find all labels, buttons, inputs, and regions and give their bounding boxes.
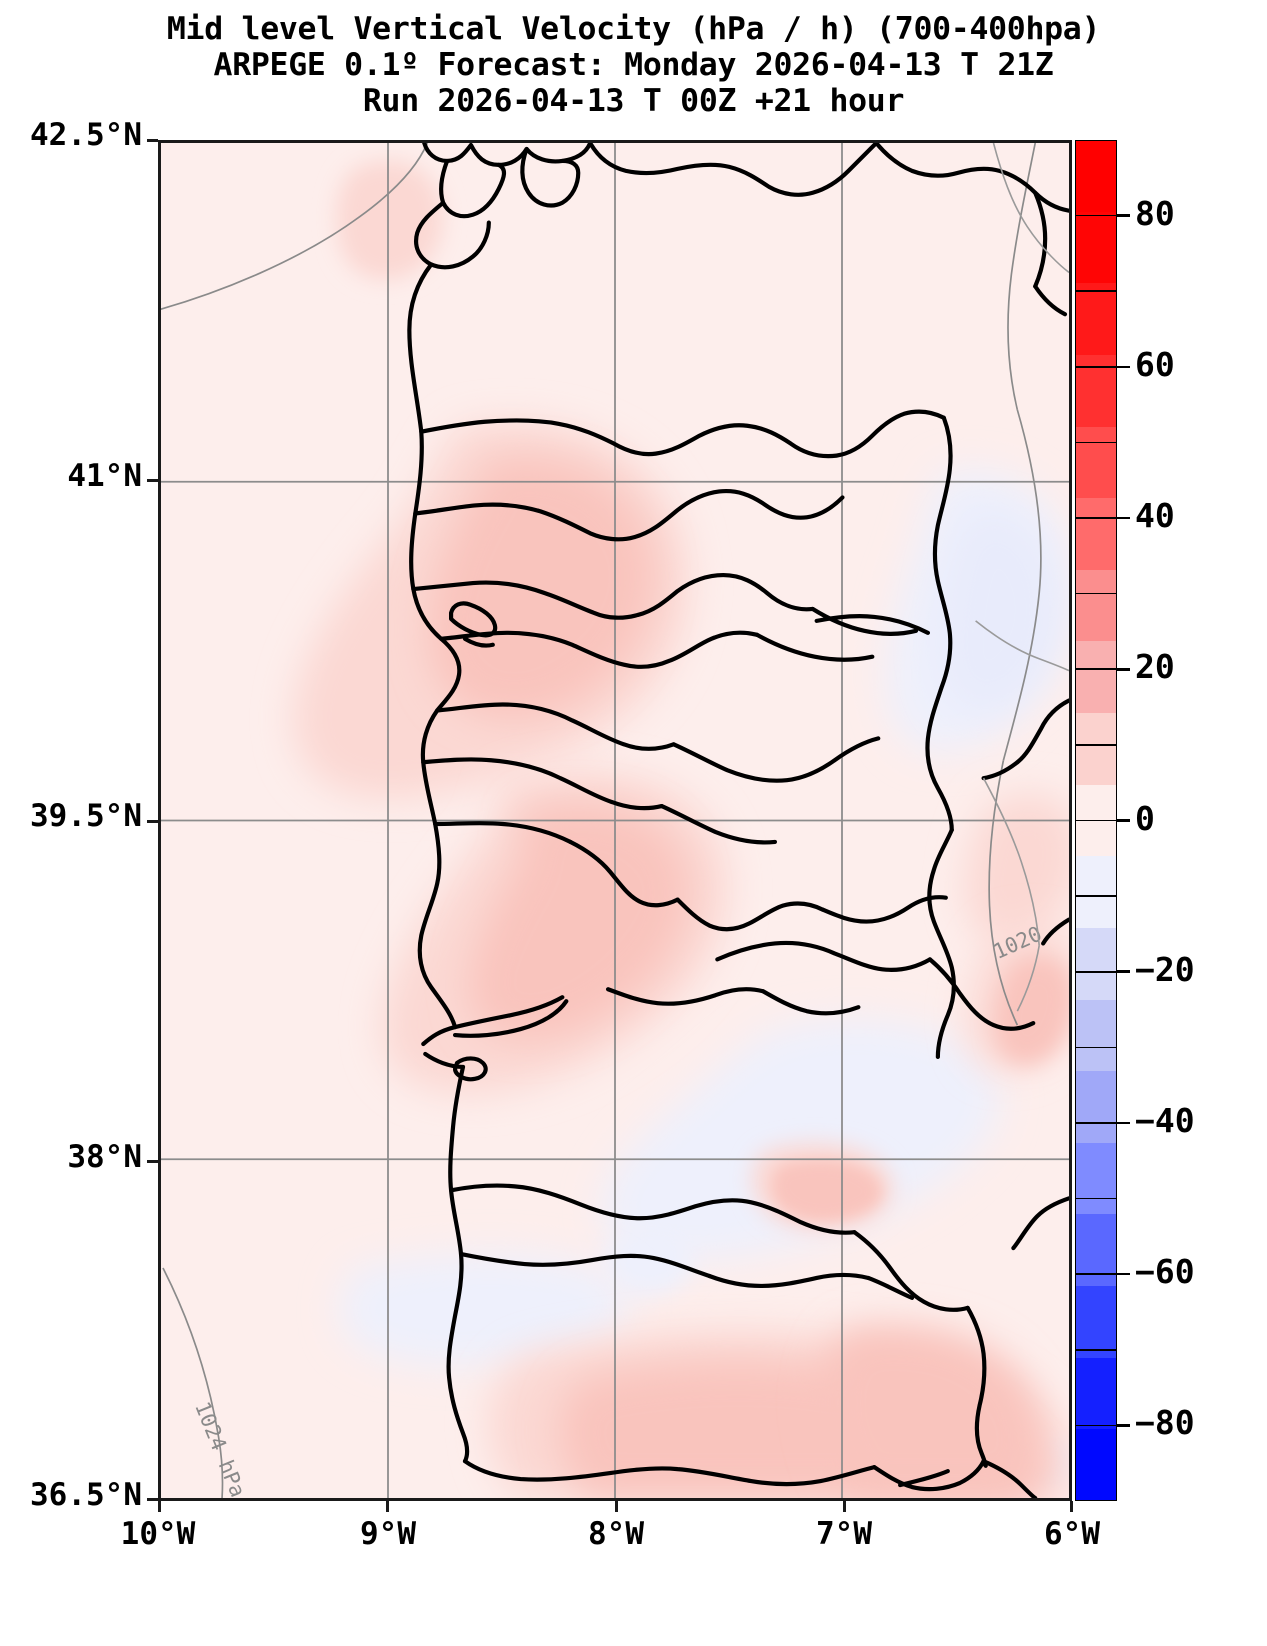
- graticule-grid: [161, 143, 1069, 1498]
- colorbar-separator-30: [1075, 592, 1117, 595]
- colorbar-tick-label--60: −60: [1135, 1252, 1195, 1292]
- ascent-areas: [293, 160, 1069, 1498]
- ytick-mark-38: [147, 1160, 158, 1163]
- colorbar-separator--20: [1075, 970, 1117, 973]
- colorbar-band-6: [1075, 569, 1117, 642]
- title-line-variable: Mid level Vertical Velocity (hPa / h) (7…: [166, 11, 1101, 47]
- ytick-label-42-5: 42.5°N: [30, 117, 142, 153]
- colorbar-tick-mark-60: [1117, 365, 1130, 369]
- xtick-mark-6w: [1070, 1501, 1073, 1512]
- colorbar-separator-60: [1075, 366, 1117, 368]
- ascent-extremadura-core: [772, 1160, 882, 1221]
- colorbar-band-1: [1075, 211, 1117, 284]
- colorbar-separator--10: [1075, 895, 1117, 897]
- descent-alentejo: [339, 1254, 630, 1367]
- colorbar-tick-mark-40: [1117, 516, 1130, 520]
- ascent-guadiana: [820, 1325, 1044, 1498]
- colorbar-tick-label-40: 40: [1135, 496, 1175, 536]
- ytick-mark-36-5: [147, 1498, 158, 1501]
- colorbar-tick-mark--80: [1117, 1424, 1130, 1427]
- xtick-label-10w: 10°W: [120, 1516, 196, 1552]
- colorbar-tick-mark--40: [1117, 1121, 1130, 1125]
- colorbar-separator--80: [1075, 1424, 1117, 1427]
- colorbar-band-0: [1075, 140, 1117, 212]
- descent-central-spain-lobe: [604, 1224, 694, 1297]
- colorbar-band-10: [1075, 856, 1117, 928]
- colorbar-separator-20: [1075, 668, 1117, 671]
- colorbar-separator--70: [1075, 1348, 1117, 1351]
- colorbar-band-13: [1075, 1071, 1117, 1143]
- xtick-mark-10w: [158, 1501, 161, 1512]
- colorbar-band-14: [1075, 1142, 1117, 1215]
- colorbar-separator-0: [1075, 819, 1117, 822]
- colorbar-band-17: [1075, 1357, 1117, 1430]
- chart-title-block: Mid level Vertical Velocity (hPa / h) (7…: [0, 0, 1267, 120]
- title-line-run: Run 2026-04-13 T 00Z +21 hour: [362, 82, 905, 119]
- colorbar-separator--40: [1075, 1122, 1117, 1124]
- colorbar-tick-mark-80: [1117, 214, 1130, 217]
- colorbar-tick-mark--20: [1117, 970, 1130, 974]
- ytick-label-36-5: 36.5°N: [30, 1477, 142, 1513]
- ascent-tagus-core: [468, 803, 690, 1041]
- ascent-north-portugal-core: [428, 457, 655, 720]
- map-plot-area: 1024 hPa 1020: [158, 140, 1072, 1501]
- descent-northeast-core: [937, 510, 1061, 714]
- colorbar-tick-label--20: −20: [1135, 949, 1195, 989]
- colorbar-separator-40: [1075, 517, 1117, 519]
- xtick-label-9w: 9°W: [360, 1516, 416, 1552]
- colorbar-band-2: [1075, 283, 1117, 355]
- colorbar-separator-80: [1075, 214, 1117, 217]
- colorbar-band-16: [1075, 1286, 1117, 1358]
- xtick-label-7w: 7°W: [816, 1516, 872, 1552]
- colorbar-tick-label--40: −40: [1135, 1100, 1195, 1140]
- colorbar-tick-mark-0: [1117, 819, 1130, 822]
- colorbar-band-12: [1075, 999, 1117, 1072]
- ytick-mark-39-5: [147, 820, 158, 823]
- colorbar-separator--60: [1075, 1273, 1117, 1275]
- ytick-label-39-5: 39.5°N: [30, 798, 142, 834]
- descent-central-spain: [601, 1019, 1001, 1262]
- colorbar-band-11: [1075, 927, 1117, 1000]
- colorbar-band-7: [1075, 641, 1117, 713]
- colorbar-separator--30: [1075, 1046, 1117, 1049]
- secondary-boundaries: [975, 143, 1069, 1012]
- colorbar[interactable]: 80 60 40 20 0 −20 −40 −60 −80: [1075, 140, 1195, 1501]
- colorbar-tick-mark-20: [1117, 667, 1130, 671]
- xtick-label-8w: 8°W: [588, 1516, 644, 1552]
- ascent-east-border-core: [995, 957, 1069, 1065]
- xtick-mark-7w: [843, 1501, 846, 1512]
- colorbar-separator-10: [1075, 744, 1117, 746]
- xtick-mark-9w: [386, 1501, 389, 1512]
- colorbar-tick-mark--60: [1117, 1272, 1130, 1276]
- colorbar-separator-70: [1075, 290, 1117, 293]
- ytick-label-38: 38°N: [67, 1139, 142, 1175]
- xtick-label-6w: 6°W: [1044, 1516, 1100, 1552]
- colorbar-band-5: [1075, 498, 1117, 570]
- colorbar-bands: [1075, 140, 1117, 1501]
- colorbar-tick-label-80: 80: [1135, 193, 1175, 233]
- colorbar-separator-50: [1075, 441, 1117, 444]
- vertical-velocity-map: 1024 hPa 1020: [161, 143, 1069, 1498]
- coastline-and-borders: [407, 143, 1069, 1498]
- colorbar-band-8: [1075, 713, 1117, 785]
- colorbar-tick-label-60: 60: [1135, 344, 1175, 384]
- ytick-label-41: 41°N: [67, 458, 142, 494]
- colorbar-separator--50: [1075, 1197, 1117, 1200]
- colorbar-band-15: [1075, 1214, 1117, 1286]
- colorbar-band-4: [1075, 426, 1117, 499]
- colorbar-tick-label-0: 0: [1135, 798, 1155, 838]
- ytick-mark-42-5: [147, 139, 158, 142]
- colorbar-band-18: [1075, 1429, 1117, 1501]
- title-line-forecast: ARPEGE 0.1º Forecast: Monday 2026-04-13 …: [213, 46, 1054, 83]
- colorbar-tick-label--80: −80: [1135, 1403, 1195, 1443]
- colorbar-tick-label-20: 20: [1135, 647, 1175, 687]
- xtick-mark-8w: [615, 1501, 618, 1512]
- ascent-east-border-north: [965, 794, 1069, 942]
- ytick-mark-41: [147, 479, 158, 482]
